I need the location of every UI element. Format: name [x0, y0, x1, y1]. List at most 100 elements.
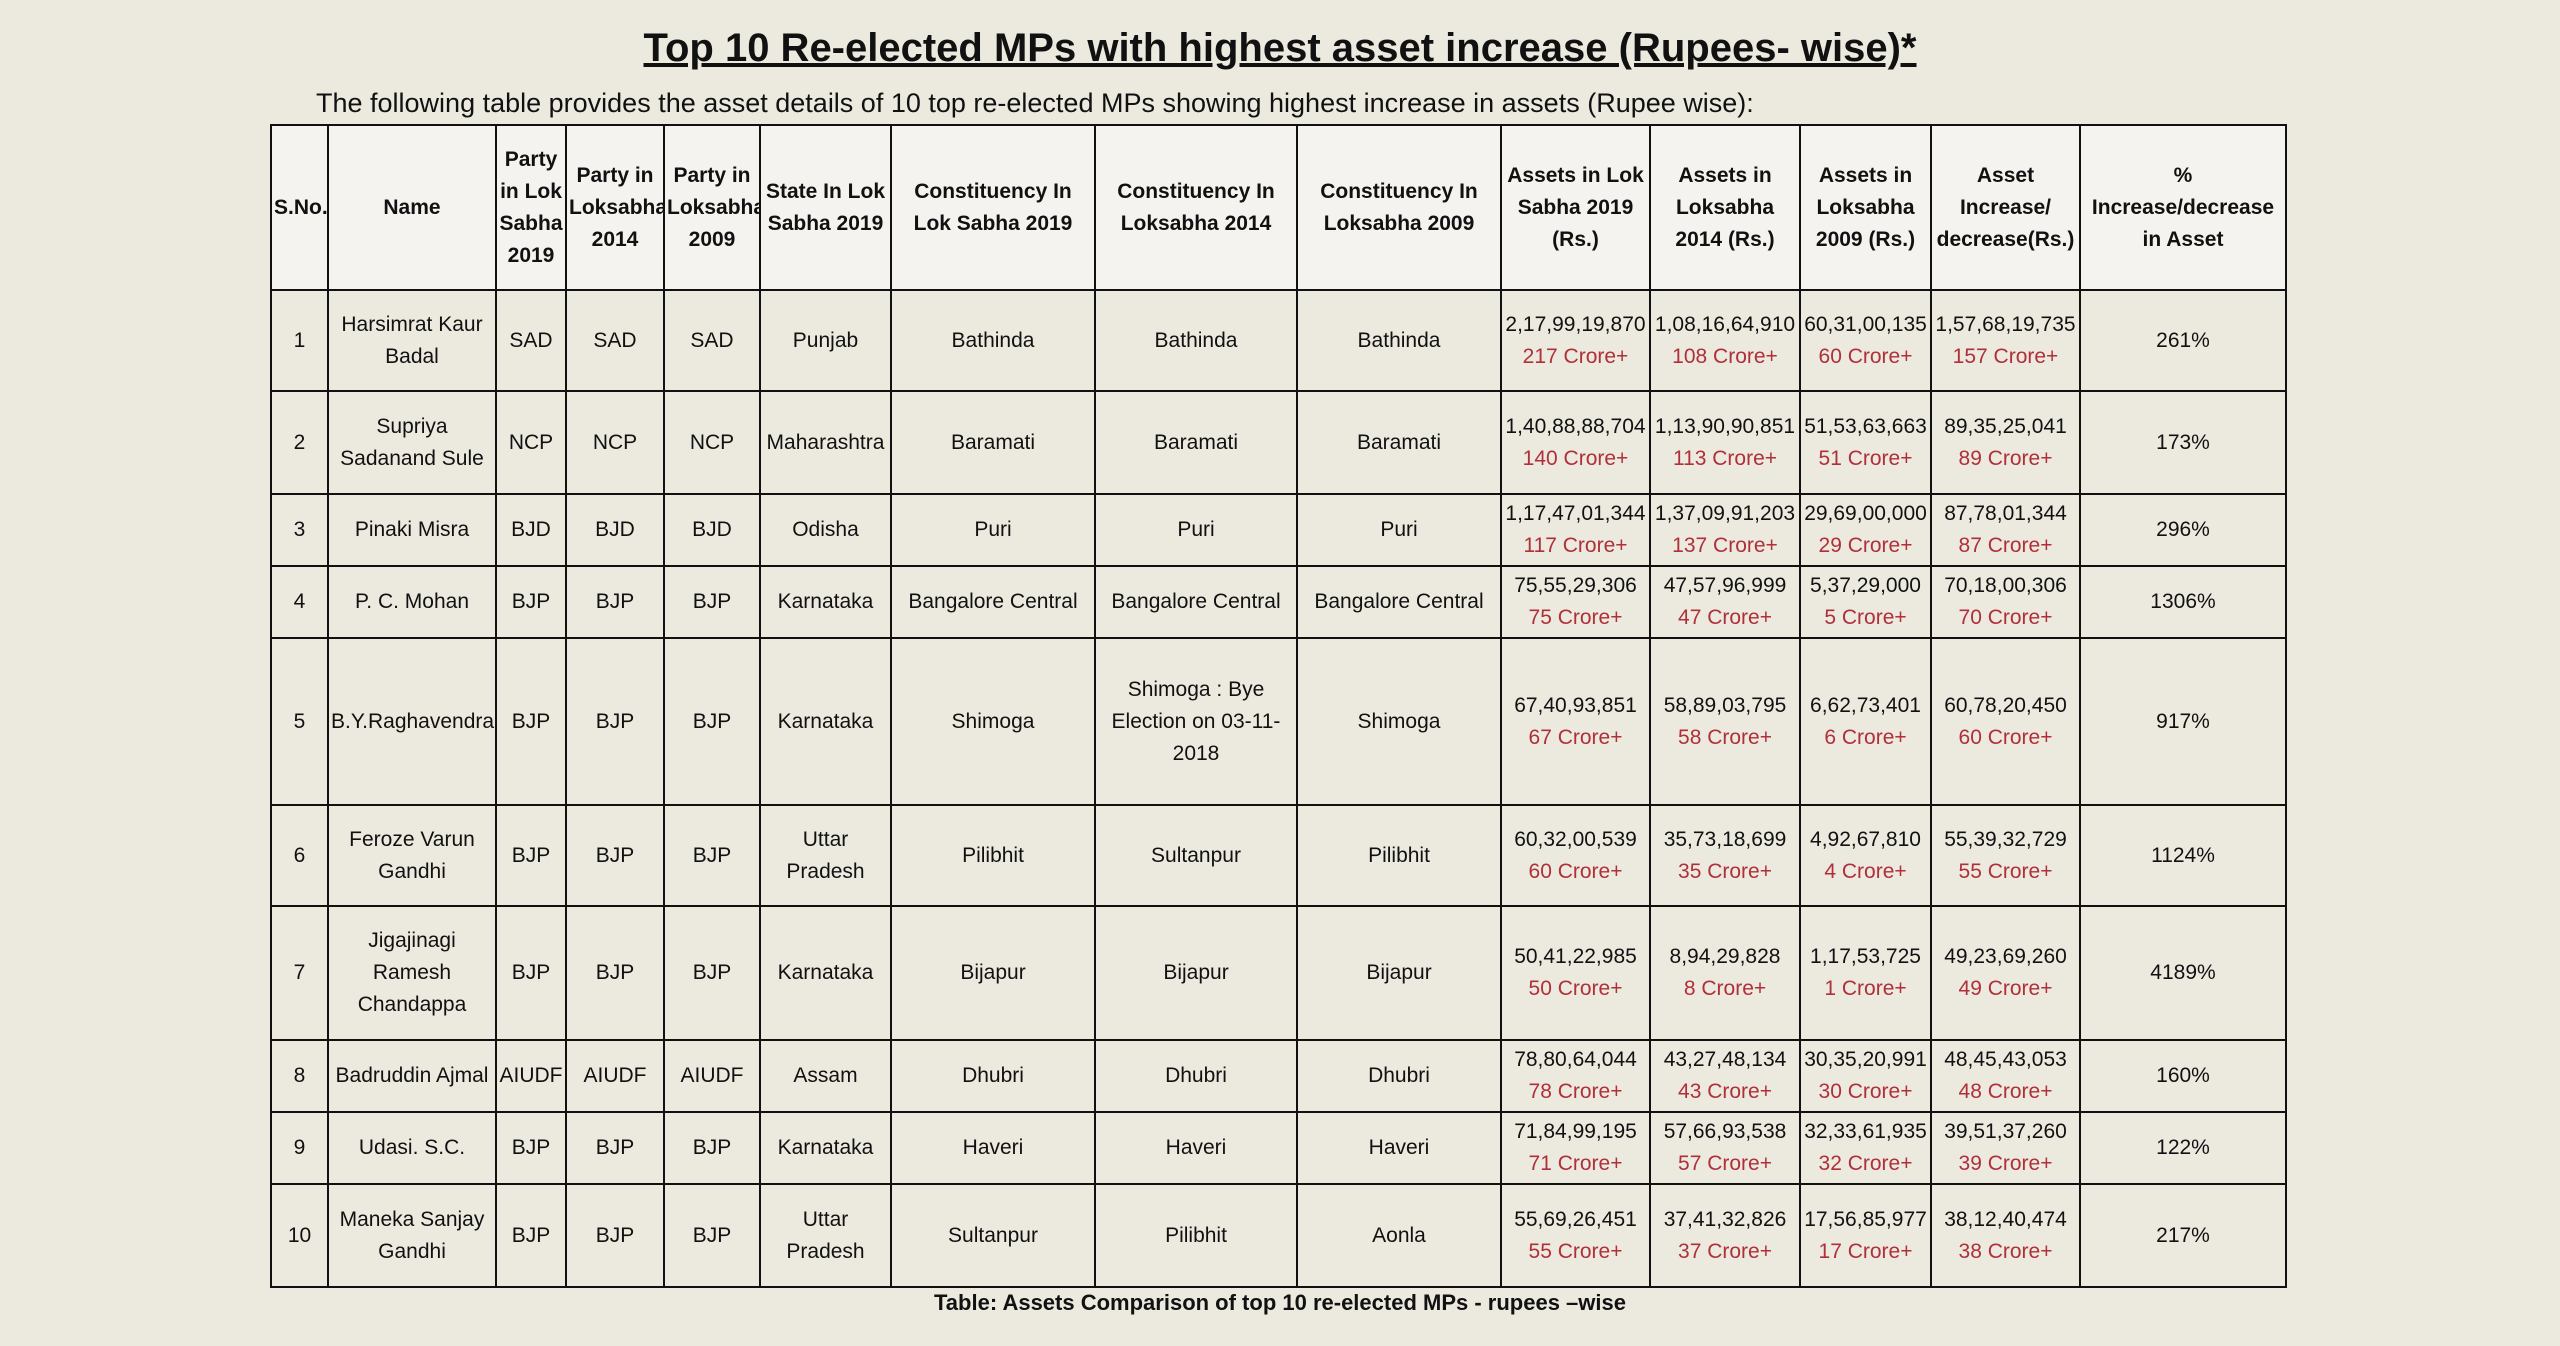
- table-cell: Aonla: [1296, 1183, 1502, 1288]
- header-cell: % Increase/decrease in Asset: [2079, 124, 2287, 291]
- asset-crore: 140 Crore+: [1522, 446, 1629, 470]
- table-cell: Assam: [759, 1039, 892, 1113]
- table-cell: AIUDF: [565, 1039, 665, 1113]
- table-cell: BJD: [495, 493, 567, 567]
- table-cell: Karnataka: [759, 565, 892, 639]
- asset-value: 1,57,68,19,735: [1935, 312, 2076, 336]
- table-cell: 7: [270, 905, 329, 1041]
- table-cell: B.Y.Raghavendra: [327, 637, 497, 806]
- intro: The following table provides the asset d…: [316, 88, 1754, 118]
- asset-crore: 49 Crore+: [1958, 977, 2053, 1000]
- table-cell: 4: [270, 565, 329, 639]
- table-cell: Haveri: [1094, 1111, 1298, 1185]
- asset-cell: 30,35,20,991 30 Crore+: [1799, 1039, 1932, 1113]
- asset-crore: 50 Crore+: [1528, 977, 1623, 1000]
- asset-cell: 1,13,90,90,851 113 Crore+: [1649, 390, 1801, 495]
- asset-crore: 78 Crore+: [1528, 1080, 1623, 1103]
- asset-cell: 89,35,25,041 89 Crore+: [1930, 390, 2081, 495]
- asset-crore: 137 Crore+: [1672, 534, 1778, 557]
- table-cell: Pilibhit: [890, 804, 1096, 907]
- asset-cell: 39,51,37,260 39 Crore+: [1930, 1111, 2081, 1185]
- asset-crore: 117 Crore+: [1523, 534, 1628, 557]
- table-cell: Pinaki Misra: [327, 493, 497, 567]
- table-row: 7 Jigajinagi Ramesh Chandappa BJP BJP BJP Kar…: [270, 905, 2287, 1041]
- title: Top 10 Re-elected MPs with highest asset…: [643, 26, 1917, 70]
- table-cell: NCP: [663, 390, 761, 495]
- table-cell: Bangalore Central: [1296, 565, 1502, 639]
- table-cell: 4189%: [2079, 905, 2287, 1041]
- header-cell: State In Lok Sabha 2019: [759, 124, 892, 291]
- asset-cell: 17,56,85,977 17 Crore+: [1799, 1183, 1932, 1288]
- asset-value: 8,94,29,828: [1669, 945, 1781, 968]
- asset-cell: 5,37,29,000 5 Crore+: [1799, 565, 1932, 639]
- table-cell: AIUDF: [663, 1039, 761, 1113]
- asset-cell: 1,17,47,01,344 117 Crore+: [1500, 493, 1651, 567]
- asset-crore: 157 Crore+: [1952, 344, 2059, 368]
- asset-cell: 60,78,20,450 60 Crore+: [1930, 637, 2081, 806]
- table-cell: Harsimrat Kaur Badal: [327, 289, 497, 392]
- asset-crore: 108 Crore+: [1672, 344, 1778, 368]
- asset-crore: 60 Crore+: [1958, 725, 2053, 749]
- asset-cell: 32,33,61,935 32 Crore+: [1799, 1111, 1932, 1185]
- table-cell: Jigajinagi Ramesh Chandappa: [327, 905, 497, 1041]
- asset-crore: 17 Crore+: [1818, 1239, 1913, 1263]
- asset-value: 60,32,00,539: [1514, 827, 1637, 851]
- table-cell: Karnataka: [759, 1111, 892, 1185]
- table-cell: Maneka Sanjay Gandhi: [327, 1183, 497, 1288]
- table-row: 4 P. C. Mohan BJP BJP BJP Karnataka Bangalore …: [270, 565, 2287, 639]
- asset-crore: 67 Crore+: [1528, 725, 1623, 749]
- asset-value: 6,62,73,401: [1810, 693, 1921, 717]
- asset-cell: 29,69,00,000 29 Crore+: [1799, 493, 1932, 567]
- asset-value: 1,08,16,64,910: [1654, 312, 1796, 336]
- table-cell: Haveri: [890, 1111, 1096, 1185]
- table-cell: BJP: [663, 1183, 761, 1288]
- table-cell: 122%: [2079, 1111, 2287, 1185]
- table-cell: Baramati: [1296, 390, 1502, 495]
- table-cell: BJP: [565, 637, 665, 806]
- table-cell: Puri: [890, 493, 1096, 567]
- asset-value: 58,89,03,795: [1663, 693, 1787, 717]
- asset-crore: 55 Crore+: [1958, 859, 2053, 883]
- asset-crore: 8 Crore+: [1683, 977, 1767, 1000]
- table-cell: Dhubri: [890, 1039, 1096, 1113]
- table-cell: Puri: [1094, 493, 1298, 567]
- asset-cell: 55,39,32,729 55 Crore+: [1930, 804, 2081, 907]
- asset-value: 1,40,88,88,704: [1505, 414, 1646, 438]
- asset-cell: 78,80,64,044 78 Crore+: [1500, 1039, 1651, 1113]
- asset-cell: 2,17,99,19,870 217 Crore+: [1500, 289, 1651, 392]
- table-row: 6 Feroze Varun Gandhi BJP BJP BJP Uttar Prade…: [270, 804, 2287, 907]
- asset-value: 75,55,29,306: [1514, 574, 1637, 597]
- asset-value: 5,37,29,000: [1810, 574, 1921, 597]
- asset-crore: 87 Crore+: [1958, 534, 2053, 557]
- table-cell: NCP: [565, 390, 665, 495]
- asset-value: 48,45,43,053: [1944, 1048, 2067, 1071]
- table-cell: 9: [270, 1111, 329, 1185]
- asset-cell: 4,92,67,810 4 Crore+: [1799, 804, 1932, 907]
- caption: Table: Assets Comparison of top 10 re-el…: [934, 1290, 1626, 1315]
- table-cell: AIUDF: [495, 1039, 567, 1113]
- asset-cell: 35,73,18,699 35 Crore+: [1649, 804, 1801, 907]
- header-cell: Party in Lok Sabha 2019: [495, 124, 567, 291]
- asset-cell: 60,32,00,539 60 Crore+: [1500, 804, 1651, 907]
- table-cell: 5: [270, 637, 329, 806]
- asset-crore: 217 Crore+: [1522, 344, 1629, 368]
- asset-value: 2,17,99,19,870: [1505, 312, 1646, 336]
- header-cell: Party in Loksabha 2014: [565, 124, 665, 291]
- table-cell: BJP: [565, 1183, 665, 1288]
- table-cell: 217%: [2079, 1183, 2287, 1288]
- asset-value: 37,41,32,826: [1663, 1207, 1787, 1231]
- table-cell: 296%: [2079, 493, 2287, 567]
- asset-cell: 75,55,29,306 75 Crore+: [1500, 565, 1651, 639]
- table-cell: SAD: [495, 289, 567, 392]
- table-cell: BJP: [495, 804, 567, 907]
- table-cell: 261%: [2079, 289, 2287, 392]
- asset-crore: 113 Crore+: [1672, 446, 1778, 470]
- asset-crore: 5 Crore+: [1824, 606, 1907, 629]
- table-cell: Dhubri: [1094, 1039, 1298, 1113]
- asset-cell: 1,40,88,88,704 140 Crore+: [1500, 390, 1651, 495]
- asset-crore: 29 Crore+: [1818, 534, 1913, 557]
- asset-value: 50,41,22,985: [1514, 945, 1637, 968]
- table-cell: Pilibhit: [1094, 1183, 1298, 1288]
- table-cell: BJP: [663, 637, 761, 806]
- table-cell: 1: [270, 289, 329, 392]
